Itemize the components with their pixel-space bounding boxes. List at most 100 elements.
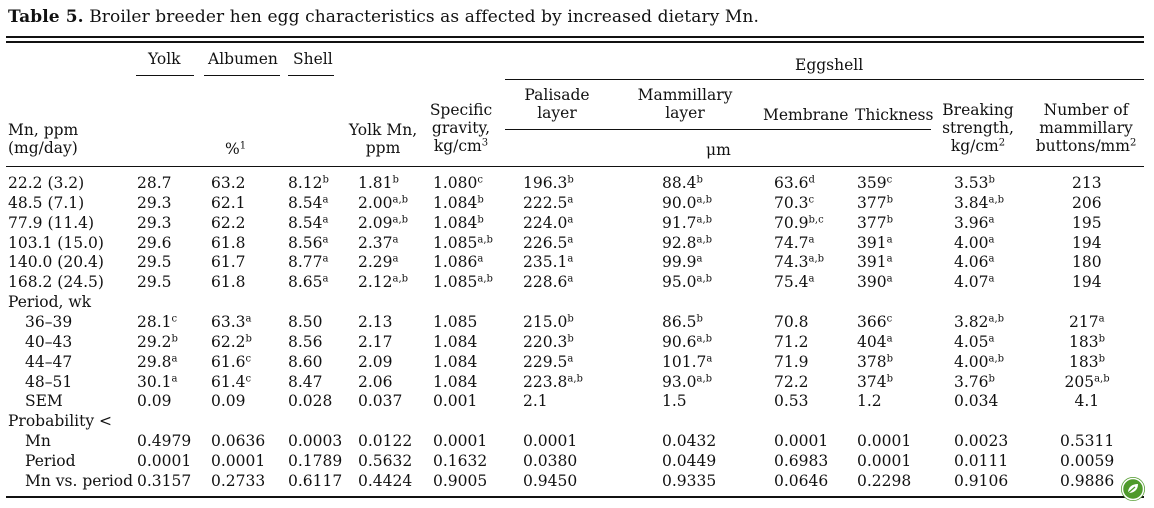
row-label: Mn	[25, 432, 51, 451]
cell-breaking-strength: 4.00a	[954, 233, 995, 252]
cell-specific-gravity: 1.084	[433, 372, 478, 391]
cell-mammillary: 0.0432	[662, 432, 717, 451]
cell-shell: 0.0003	[288, 432, 343, 451]
cell-breaking-strength: 3.76b	[954, 372, 995, 391]
cell-thickness: 0.0001	[857, 432, 912, 451]
cell-albumen: 62.2	[211, 213, 246, 232]
eggshell-underline	[505, 79, 1144, 80]
cell-albumen: 63.3a	[211, 312, 252, 331]
cell-thickness: 404a	[857, 332, 893, 351]
cell-yolk: 30.1a	[137, 372, 178, 391]
cell-palisade: 229.5a	[523, 352, 574, 371]
cell-membrane: 75.4a	[774, 273, 815, 292]
cell-mammillary: 0.0449	[662, 451, 717, 470]
row-label: 36–39	[25, 312, 73, 331]
cell-yolk: 29.6	[137, 233, 172, 252]
um-unit: μm	[706, 141, 731, 159]
cell-yolk-mn: 2.12a,b	[358, 273, 409, 292]
col-header-specific-gravity: Specific gravity, kg/cm3	[429, 101, 493, 155]
cell-buttons: 206	[1072, 193, 1102, 212]
cell-palisade: 222.5a	[523, 193, 574, 212]
cell-buttons: 180	[1072, 253, 1102, 272]
cell-membrane: 0.53	[774, 392, 809, 411]
cell-yolk: 29.2b	[137, 332, 178, 351]
leaf-logo-icon	[1121, 477, 1145, 501]
cell-thickness: 0.2298	[857, 471, 912, 490]
cell-buttons: 0.5311	[1060, 432, 1115, 451]
cell-mammillary: 88.4b	[662, 174, 703, 192]
cell-specific-gravity: 1.084b	[433, 213, 484, 232]
cell-buttons: 183b	[1069, 332, 1105, 351]
cell-yolk: 0.3157	[137, 471, 192, 490]
cell-breaking-strength: 3.82a,b	[954, 312, 1005, 331]
cell-thickness: 377b	[857, 193, 893, 212]
cell-palisade: 228.6a	[523, 273, 574, 292]
row-label: SEM	[25, 392, 63, 411]
cell-shell: 8.50	[288, 312, 323, 331]
cell-membrane: 71.2	[774, 332, 809, 351]
cell-thickness: 390a	[857, 273, 893, 292]
cell-yolk-mn: 2.09a,b	[358, 213, 409, 232]
cell-palisade: 220.3b	[523, 332, 574, 351]
cell-specific-gravity: 1.086a	[433, 253, 484, 272]
cell-specific-gravity: 0.001	[433, 392, 478, 411]
cell-shell: 0.028	[288, 392, 333, 411]
cell-albumen: 61.7	[211, 253, 246, 272]
top-rule	[6, 36, 1144, 38]
cell-breaking-strength: 0.0111	[954, 451, 1009, 470]
cell-albumen: 61.6c	[211, 352, 252, 371]
col-header-buttons: Number of mammillary buttons/mm2	[1035, 101, 1137, 155]
cell-shell: 8.54a	[288, 213, 329, 232]
cell-palisade: 2.1	[523, 392, 548, 411]
cell-membrane: 74.7a	[774, 233, 815, 252]
cell-mammillary: 101.7a	[662, 352, 713, 371]
cell-thickness: 0.0001	[857, 451, 912, 470]
cell-thickness: 391a	[857, 253, 893, 272]
cell-shell: 8.77a	[288, 253, 329, 272]
row-label: 44–47	[25, 352, 73, 371]
cell-specific-gravity: 0.9005	[433, 471, 488, 490]
col-header-shell: Shell	[293, 50, 333, 68]
cell-specific-gravity: 0.1632	[433, 451, 488, 470]
table-title: Broiler breeder hen egg characteristics …	[89, 7, 759, 27]
cell-buttons: 213	[1072, 174, 1102, 192]
col-header-breaking-strength: Breaking strength, kg/cm2	[942, 101, 1014, 155]
shell-underline	[288, 75, 334, 76]
bottom-rule	[6, 496, 1144, 498]
cell-palisade: 0.9450	[523, 471, 578, 490]
col-header-albumen: Albumen	[208, 50, 278, 68]
cell-membrane: 71.9	[774, 352, 809, 371]
cell-mammillary: 86.5b	[662, 312, 703, 331]
cell-palisade: 215.0b	[523, 312, 574, 331]
cell-breaking-strength: 3.53b	[954, 174, 995, 192]
row-label: Period	[25, 451, 76, 470]
cell-thickness: 391a	[857, 233, 893, 252]
cell-yolk-mn: 2.09	[358, 352, 393, 371]
col-header-yolk: Yolk	[148, 50, 181, 68]
cell-specific-gravity: 1.080c	[433, 174, 483, 192]
cell-albumen: 0.0636	[211, 432, 266, 451]
cell-shell: 8.12b	[288, 174, 329, 192]
row-label: 48–51	[25, 372, 73, 391]
cell-palisade: 223.8a,b	[523, 372, 583, 391]
top-rule-2	[6, 41, 1144, 43]
cell-breaking-strength: 4.06a	[954, 253, 995, 272]
row-label: 22.2 (3.2)	[8, 174, 85, 192]
cell-palisade: 235.1a	[523, 253, 574, 272]
cell-albumen: 62.2b	[211, 332, 252, 351]
cell-shell: 0.1789	[288, 451, 343, 470]
cell-yolk-mn: 2.00a,b	[358, 193, 409, 212]
cell-yolk: 28.1c	[137, 312, 178, 331]
cell-albumen: 61.4c	[211, 372, 252, 391]
cell-palisade: 0.0001	[523, 432, 578, 451]
cell-membrane: 63.6d	[774, 174, 815, 192]
cell-yolk-mn: 2.37a	[358, 233, 399, 252]
row-label: 48.5 (7.1)	[8, 193, 85, 212]
cell-specific-gravity: 1.084b	[433, 193, 484, 212]
cell-breaking-strength: 3.84a,b	[954, 193, 1005, 212]
cell-mammillary: 93.0a,b	[662, 372, 713, 391]
cell-yolk-mn: 2.17	[358, 332, 393, 351]
cell-mammillary: 0.9335	[662, 471, 717, 490]
row-label: Probability <	[8, 412, 113, 431]
cell-shell: 8.60	[288, 352, 323, 371]
